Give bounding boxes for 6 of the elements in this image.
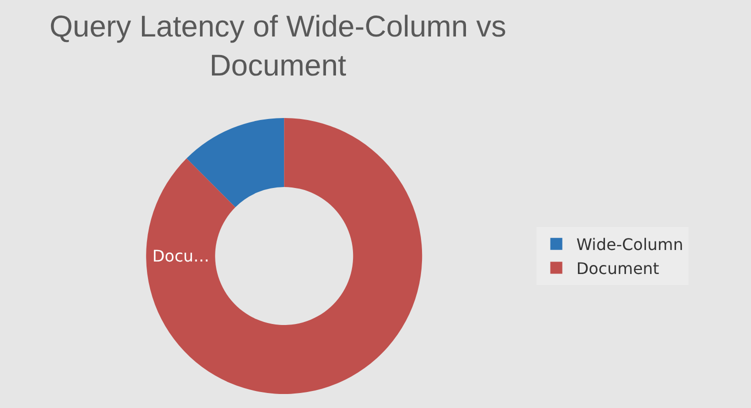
- donut-slice: [186, 118, 284, 208]
- legend-label: Wide-Column: [576, 235, 684, 254]
- donut-slice: [146, 118, 422, 394]
- chart-title: Query Latency of Wide-Column vs Document: [49, 10, 506, 83]
- legend-label: Document: [576, 258, 660, 278]
- data-label: Docu…: [152, 246, 210, 266]
